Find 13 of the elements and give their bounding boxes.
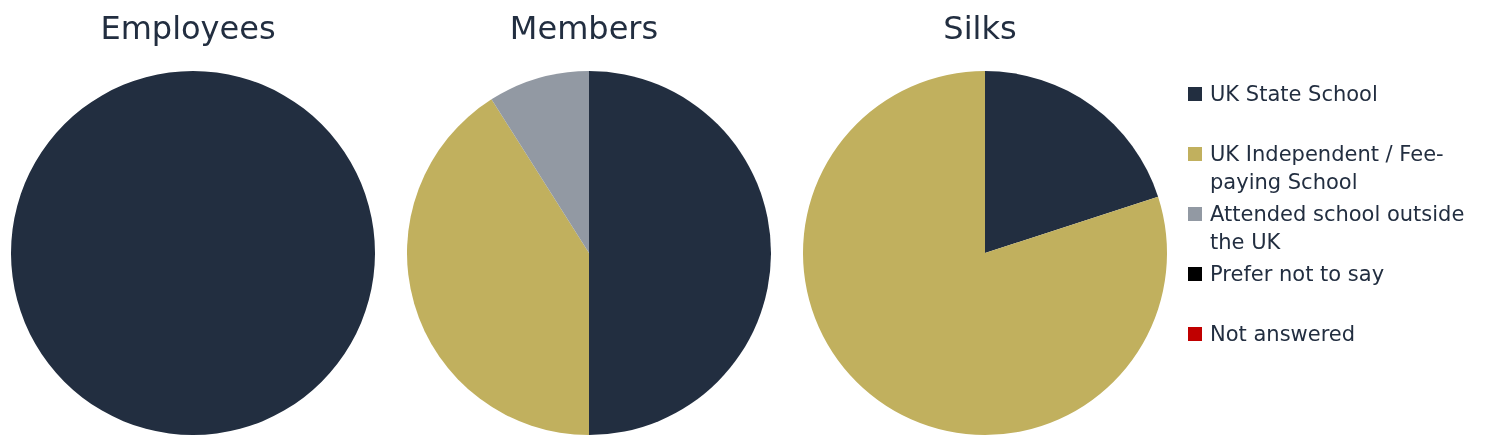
legend-label: Prefer not to say [1210, 261, 1385, 288]
chart-title: Members [508, 8, 660, 49]
chart-title: Employees [99, 8, 277, 49]
pie-slice [407, 99, 589, 435]
legend-label: Not answered [1210, 321, 1356, 348]
chart-title: Silks [942, 8, 1018, 49]
pie-slice [491, 71, 589, 253]
legend-label: Attended school outside the UK [1210, 201, 1466, 256]
pie-slice [589, 71, 771, 435]
legend-label: UK State School [1210, 81, 1378, 108]
pie-slice [985, 71, 1159, 253]
legend-label: UK Independent / Fee-paying School [1210, 141, 1445, 196]
pie-slice [803, 71, 1167, 435]
